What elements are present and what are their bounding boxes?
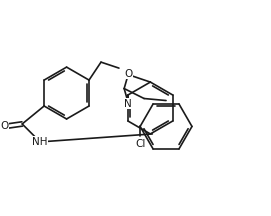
- Text: NH: NH: [33, 137, 48, 147]
- Text: N: N: [124, 98, 132, 108]
- Text: O: O: [124, 69, 132, 79]
- Text: O: O: [0, 121, 8, 131]
- Text: Cl: Cl: [135, 139, 145, 149]
